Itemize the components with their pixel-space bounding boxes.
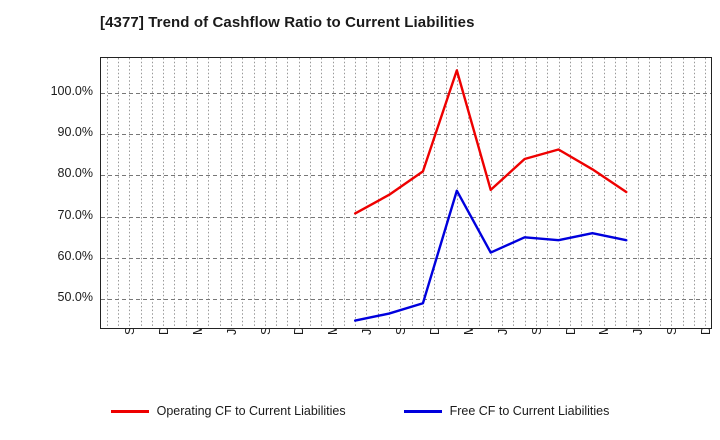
legend-label: Operating CF to Current Liabilities (156, 404, 346, 418)
plot-area (100, 57, 712, 329)
y-axis-tick-label: 80.0% (57, 166, 93, 181)
chart-title: [4377] Trend of Cashflow Ratio to Curren… (100, 14, 475, 31)
y-axis-tick-label: 60.0% (57, 248, 93, 263)
y-axis-tick-label: 70.0% (57, 207, 93, 222)
legend-item-1[interactable]: Operating CF to Current Liabilities (110, 404, 346, 418)
y-axis-tick-label: 50.0% (57, 290, 93, 305)
legend-label: Free CF to Current Liabilities (449, 404, 610, 418)
legend-item-2[interactable]: Free CF to Current Liabilities (403, 404, 610, 418)
chart-legend: Operating CF to Current Liabilities Free … (0, 404, 720, 418)
series-line-2 (353, 189, 628, 322)
y-axis-tick-label: 100.0% (50, 84, 93, 99)
series-line-1 (353, 69, 628, 215)
y-axis-tick-label: 90.0% (57, 125, 93, 140)
legend-color-swatch (403, 409, 442, 413)
legend-color-swatch (110, 409, 149, 413)
plot-svg (101, 58, 711, 328)
